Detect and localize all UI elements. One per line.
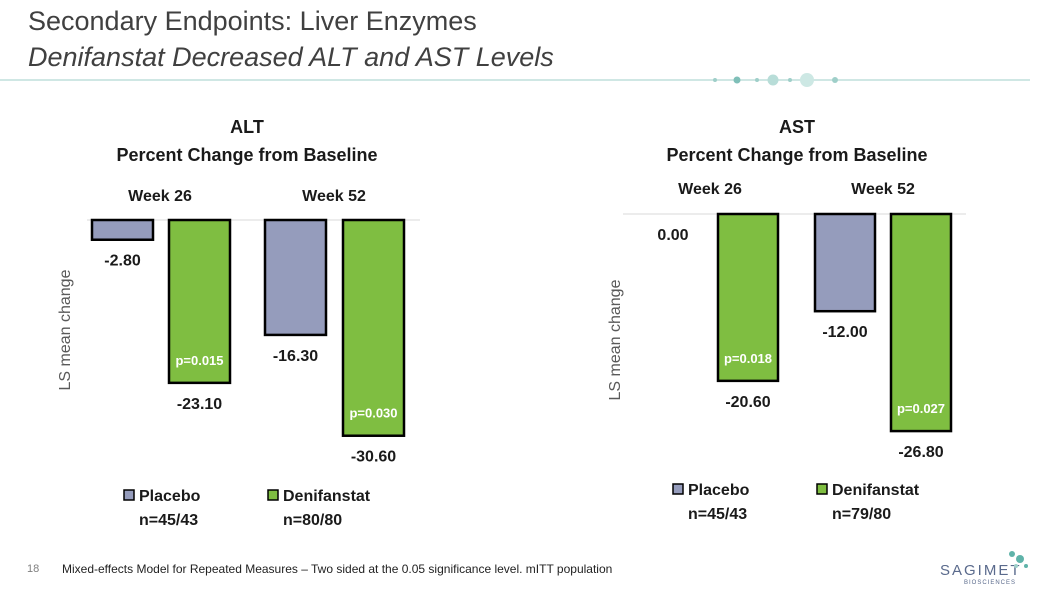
data-label: -2.80 (104, 253, 141, 270)
legend-swatch (267, 489, 279, 501)
legend-swatch (672, 483, 684, 495)
data-label: -12.00 (822, 324, 867, 341)
logo-dots-icon (1009, 551, 1028, 568)
page-number: 18 (27, 563, 40, 575)
legend-label: Denifanstat (283, 488, 371, 505)
p-value-label: p=0.030 (349, 406, 397, 421)
bar-denifanstat (167, 218, 232, 385)
y-axis-label: LS mean change (607, 279, 624, 400)
chart-title: ALT (230, 117, 264, 137)
legend-label: Placebo (139, 488, 201, 505)
chart-title: AST (779, 117, 815, 137)
data-label: -16.30 (273, 348, 318, 365)
chart-subtitle: Percent Change from Baseline (666, 145, 927, 165)
p-value-label: p=0.018 (724, 351, 772, 366)
logo-subtext: BIOSCIENCES (964, 580, 1017, 586)
bar-placebo (263, 218, 328, 337)
category-label: Week 26 (678, 181, 742, 198)
legend-n: n=45/43 (139, 512, 198, 529)
data-label: -30.60 (351, 449, 396, 466)
divider-dot (832, 77, 838, 83)
decorative-divider (0, 73, 1030, 87)
chart-subtitle: Percent Change from Baseline (116, 145, 377, 165)
slide-title: Secondary Endpoints: Liver Enzymes (28, 6, 477, 36)
data-label: -20.60 (725, 394, 770, 411)
p-value-label: p=0.027 (897, 401, 945, 416)
legend-n: n=80/80 (283, 512, 342, 529)
legend-swatch (816, 483, 828, 495)
divider-dot (800, 73, 814, 87)
divider-dot (755, 78, 759, 82)
bar-placebo (813, 212, 877, 313)
data-label: 0.00 (657, 227, 688, 244)
data-label: -26.80 (898, 444, 943, 461)
divider-dot (733, 76, 741, 84)
bar-placebo (90, 218, 155, 241)
bar-denifanstat (716, 212, 780, 383)
category-label: Week 26 (128, 188, 192, 205)
data-label: -23.10 (177, 396, 222, 413)
divider-dot (767, 74, 779, 86)
footnote: Mixed-effects Model for Repeated Measure… (62, 562, 613, 576)
legend-swatch (123, 489, 135, 501)
company-logo: SAGIMET BIOSCIENCES (940, 548, 1030, 588)
slide-subtitle: Denifanstat Decreased ALT and AST Levels (28, 42, 554, 72)
divider-dot (788, 78, 792, 82)
legend-label: Placebo (688, 482, 750, 499)
category-label: Week 52 (851, 181, 915, 198)
bar-denifanstat (889, 212, 953, 433)
logo-text: SAGIMET (940, 562, 1022, 579)
bar-denifanstat (341, 218, 406, 437)
y-axis-label: LS mean change (57, 269, 74, 390)
category-label: Week 52 (302, 188, 366, 205)
legend-label: Denifanstat (832, 482, 920, 499)
legend-n: n=45/43 (688, 506, 747, 523)
divider-dot (713, 78, 717, 82)
p-value-label: p=0.015 (175, 353, 223, 368)
legend-n: n=79/80 (832, 506, 891, 523)
